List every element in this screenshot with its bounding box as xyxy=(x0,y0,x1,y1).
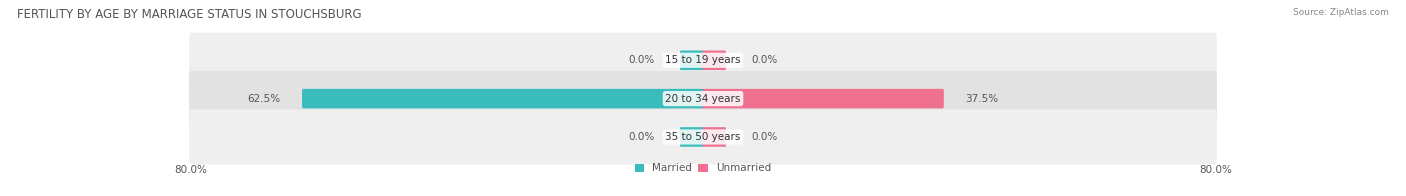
Text: 35 to 50 years: 35 to 50 years xyxy=(665,132,741,142)
Text: 62.5%: 62.5% xyxy=(247,94,280,104)
Text: 0.0%: 0.0% xyxy=(751,132,778,142)
FancyBboxPatch shape xyxy=(703,51,725,70)
Text: 15 to 19 years: 15 to 19 years xyxy=(665,55,741,65)
FancyBboxPatch shape xyxy=(703,89,943,108)
Text: 0.0%: 0.0% xyxy=(628,132,655,142)
FancyBboxPatch shape xyxy=(188,109,1218,165)
Text: 37.5%: 37.5% xyxy=(966,94,998,104)
FancyBboxPatch shape xyxy=(188,33,1218,88)
Legend: Married, Unmarried: Married, Unmarried xyxy=(630,159,776,177)
FancyBboxPatch shape xyxy=(188,71,1218,126)
FancyBboxPatch shape xyxy=(681,127,703,147)
FancyBboxPatch shape xyxy=(302,89,703,108)
Text: 0.0%: 0.0% xyxy=(628,55,655,65)
Text: 0.0%: 0.0% xyxy=(751,55,778,65)
Text: FERTILITY BY AGE BY MARRIAGE STATUS IN STOUCHSBURG: FERTILITY BY AGE BY MARRIAGE STATUS IN S… xyxy=(17,8,361,21)
FancyBboxPatch shape xyxy=(703,127,725,147)
FancyBboxPatch shape xyxy=(681,51,703,70)
Text: 20 to 34 years: 20 to 34 years xyxy=(665,94,741,104)
Text: Source: ZipAtlas.com: Source: ZipAtlas.com xyxy=(1294,8,1389,17)
